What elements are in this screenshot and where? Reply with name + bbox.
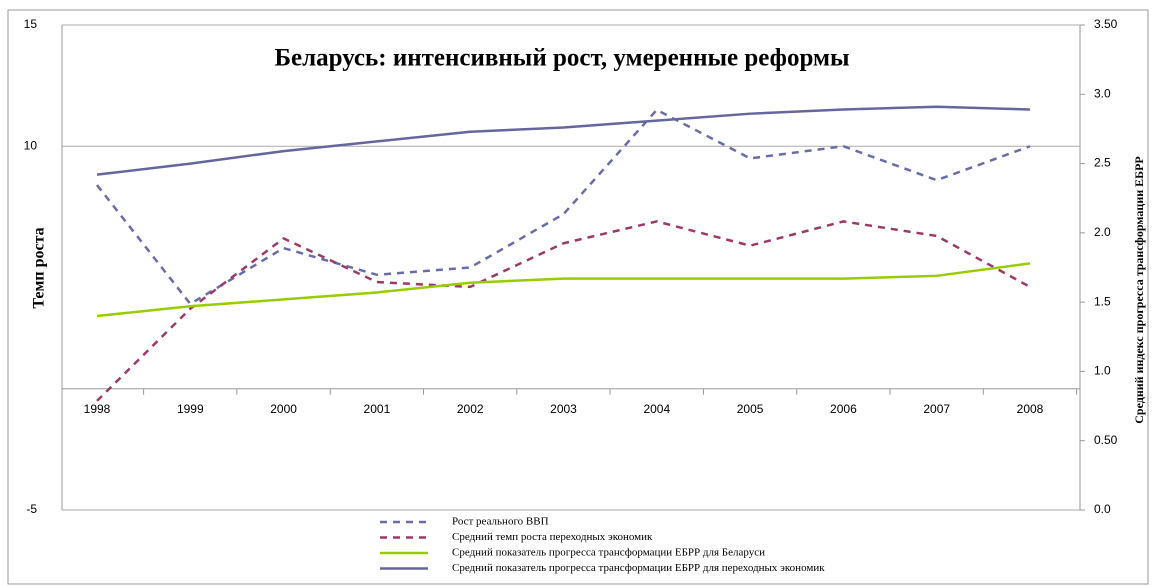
- y2-tick-label: 2.0: [1094, 225, 1111, 239]
- chart-title: Беларусь: интенсивный рост, умеренные ре…: [274, 45, 849, 72]
- y2-tick-label: 0.0: [1094, 502, 1111, 516]
- x-tick-label: 2008: [1017, 402, 1044, 416]
- y2-tick-label: 1.5: [1094, 294, 1111, 308]
- x-tick-label: 2001: [364, 402, 391, 416]
- x-tick-label: 1998: [84, 402, 111, 416]
- legend-label: Средний темп роста переходных экономик: [452, 531, 653, 543]
- legend-label: Средний показатель прогресса трансформац…: [452, 547, 765, 559]
- series-line: [96, 108, 1031, 306]
- x-tick-label: 2002: [457, 402, 484, 416]
- series-line: [96, 105, 1031, 176]
- x-tick-label: 2005: [737, 402, 764, 416]
- x-tick-label: 2007: [923, 402, 950, 416]
- x-tick-label: 2004: [643, 402, 670, 416]
- x-tick-label: 2000: [270, 402, 297, 416]
- y2-tick-label: 3.50: [1094, 17, 1118, 31]
- legend-label: Средний показатель прогресса трансформац…: [452, 562, 825, 574]
- y2-tick-label: 3.0: [1094, 86, 1111, 100]
- y-tick-label: -5: [26, 502, 37, 516]
- x-tick-label: 2003: [550, 402, 577, 416]
- series-line: [96, 262, 1031, 318]
- y2-tick-label: 1.0: [1094, 364, 1111, 378]
- y2-axis-label: Средний индекс прогресса трансформации Е…: [1132, 156, 1146, 424]
- y2-tick-label: 2.5: [1094, 156, 1111, 170]
- legend-label: Рост реального ВВП: [452, 516, 549, 528]
- x-tick-label: 2006: [830, 402, 857, 416]
- frame: [7, 9, 1149, 585]
- y-tick-label: 10: [24, 138, 38, 152]
- series-line: [96, 220, 1031, 402]
- y-tick-label: 15: [24, 17, 38, 31]
- x-tick-label: 1999: [177, 402, 204, 416]
- y2-tick-label: 0.50: [1094, 433, 1118, 447]
- y-axis-label: Темп роста: [31, 227, 48, 308]
